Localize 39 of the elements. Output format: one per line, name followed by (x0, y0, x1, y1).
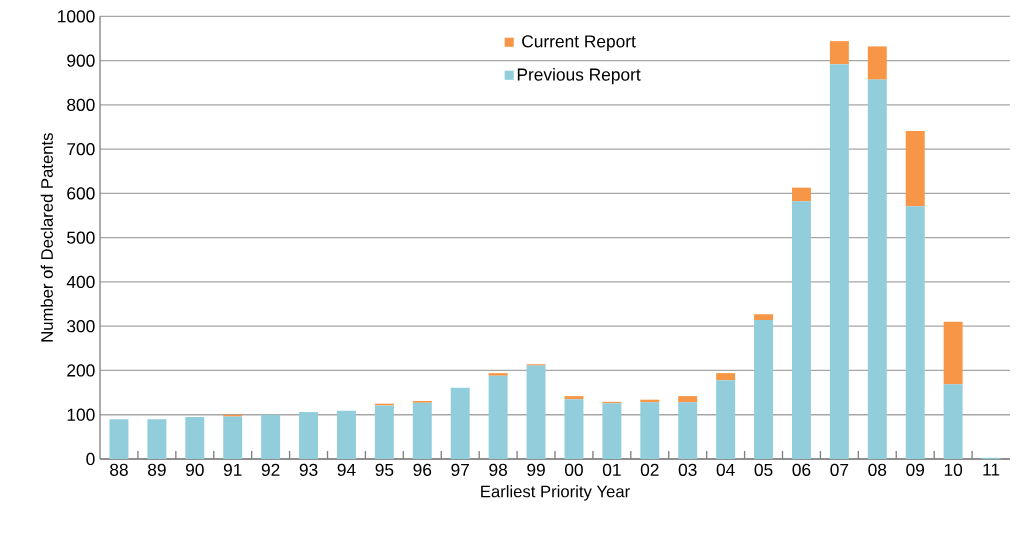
y-tick-label: 200 (67, 364, 95, 377)
x-tick-label: 99 (527, 463, 545, 476)
y-tick-label: 400 (66, 275, 95, 289)
y-tick-label: 100 (67, 408, 95, 421)
y-tick-label: 1000 (58, 10, 95, 23)
y-tick-label: 600 (67, 187, 95, 200)
x-tick-label: 00 (564, 463, 583, 476)
x-tick-label: 04 (716, 463, 735, 476)
y-tick-label: 500 (67, 231, 95, 244)
x-tick-label: 98 (489, 463, 508, 476)
legend-label: Current Report (522, 35, 636, 51)
x-tick-label: 02 (640, 463, 659, 476)
x-axis-title: Earliest Priority Year (481, 485, 630, 501)
y-tick-label: 300 (67, 320, 95, 333)
y-axis-title: Number of Declared Patents (40, 133, 53, 342)
x-tick-label: 96 (413, 463, 432, 476)
x-tick-label: 01 (602, 463, 621, 476)
y-tick-label: 0 (86, 452, 95, 466)
legend-label: Previous Report (517, 67, 641, 85)
x-tick-label: 91 (223, 463, 242, 476)
x-tick-label: 05 (754, 463, 773, 476)
x-tick-label: 97 (451, 463, 469, 476)
x-tick-label: 90 (185, 463, 204, 476)
x-tick-label: 92 (261, 463, 280, 476)
x-tick-label: 11 (983, 463, 1000, 476)
x-tick-label: 06 (792, 463, 811, 476)
x-tick-label: 10 (944, 463, 963, 476)
x-tick-label: 89 (148, 463, 166, 476)
x-tick-label: 03 (678, 463, 697, 476)
y-tick-label: 700 (67, 142, 95, 156)
x-tick-label: 09 (906, 463, 925, 476)
x-tick-label: 07 (830, 463, 849, 476)
x-tick-label: 88 (110, 463, 128, 476)
x-tick-label: 93 (299, 463, 318, 476)
x-tick-label: 94 (337, 463, 356, 476)
y-tick-label: 900 (67, 54, 95, 67)
x-tick-label: 95 (375, 463, 394, 476)
y-tick-label: 800 (67, 98, 95, 111)
x-tick-label: 08 (868, 463, 887, 476)
